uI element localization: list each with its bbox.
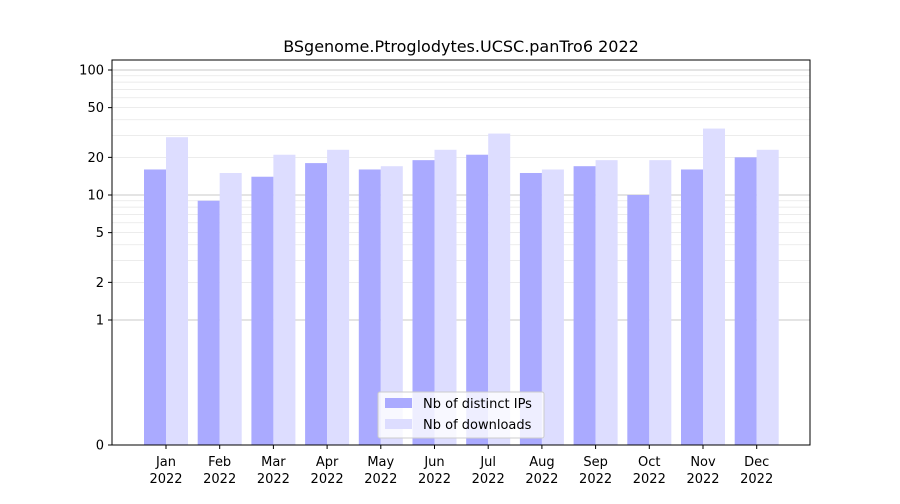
x-tick-label-year: 2022 <box>149 472 182 487</box>
x-tick-label-month: Jan <box>155 455 176 470</box>
bar-downloads <box>380 166 403 445</box>
y-tick-label: 50 <box>87 101 104 116</box>
bar-distinct-ips <box>627 195 650 445</box>
bar-distinct-ips <box>681 169 703 446</box>
bar-downloads <box>649 160 672 445</box>
x-tick-label-month: Aug <box>529 455 554 470</box>
legend-box <box>377 391 545 439</box>
bar-distinct-ips <box>251 176 274 445</box>
bar-distinct-ips <box>412 160 435 445</box>
bar-downloads <box>541 169 564 446</box>
legend-label-distinct-ips: Nb of distinct IPs <box>423 397 532 412</box>
legend-swatch-downloads <box>385 419 412 429</box>
bars-layer <box>144 128 779 446</box>
x-tick-label-year: 2022 <box>472 472 505 487</box>
x-tick-label-year: 2022 <box>257 472 290 487</box>
plot-frame <box>111 59 811 446</box>
y-tick-label: 2 <box>96 276 104 291</box>
bar-downloads <box>595 160 618 445</box>
x-tick-label-year: 2022 <box>579 472 612 487</box>
x-tick-label-year: 2022 <box>311 472 344 487</box>
y-tick-label: 5 <box>96 226 104 241</box>
x-tick-label-month: Dec <box>744 455 769 470</box>
bar-distinct-ips <box>466 154 489 445</box>
x-tick-label-month: Jul <box>479 455 496 470</box>
x-tick-label-month: Feb <box>208 455 231 470</box>
x-tick-label-month: Oct <box>638 455 660 470</box>
y-tick-label: 100 <box>79 64 104 79</box>
bar-distinct-ips <box>305 163 328 445</box>
bar-downloads <box>434 149 457 445</box>
bar-distinct-ips <box>197 200 220 445</box>
bar-distinct-ips <box>519 172 542 445</box>
bar-distinct-ips <box>573 166 596 445</box>
bar-downloads <box>756 149 779 445</box>
x-tick-label-year: 2022 <box>525 472 558 487</box>
chart-title: BSgenome.Ptroglodytes.UCSC.panTro6 2022 <box>283 37 639 56</box>
x-tick-label-month: Jun <box>423 455 444 470</box>
x-tick-label-month: Mar <box>261 455 286 470</box>
bar-downloads <box>703 128 725 446</box>
x-tick-label-year: 2022 <box>740 472 773 487</box>
x-tick-label-month: Sep <box>583 455 608 470</box>
y-tick-label: 0 <box>96 439 104 454</box>
x-tick-label-month: Apr <box>316 455 339 470</box>
x-tick-label-month: Nov <box>690 455 716 470</box>
x-tick-label-year: 2022 <box>418 472 451 487</box>
legend: Nb of distinct IPs Nb of downloads <box>377 391 545 439</box>
bar-downloads <box>488 133 511 446</box>
bar-downloads <box>327 149 350 445</box>
x-tick-label-year: 2022 <box>633 472 666 487</box>
x-tick-label-month: May <box>367 455 394 470</box>
bar-downloads <box>166 137 188 445</box>
x-tick-label-year: 2022 <box>203 472 236 487</box>
x-axis: Jan 2022 Feb 2022 Mar 2022 Apr 2022 May 2022 Jun 20… <box>149 445 773 487</box>
legend-swatch-distinct-ips <box>385 398 412 408</box>
bar-distinct-ips <box>358 169 381 446</box>
legend-label-downloads: Nb of downloads <box>423 418 532 433</box>
y-tick-label: 10 <box>87 189 104 204</box>
y-tick-label: 20 <box>87 151 104 166</box>
bar-downloads <box>273 154 296 445</box>
x-tick-label-year: 2022 <box>364 472 397 487</box>
y-axis: 0 1 2 5 10 20 50 100 <box>79 64 112 454</box>
x-tick-label-year: 2022 <box>686 472 719 487</box>
y-tick-label: 1 <box>96 314 104 329</box>
bar-distinct-ips <box>734 157 757 445</box>
bar-downloads <box>219 172 242 445</box>
bar-distinct-ips <box>144 169 166 446</box>
